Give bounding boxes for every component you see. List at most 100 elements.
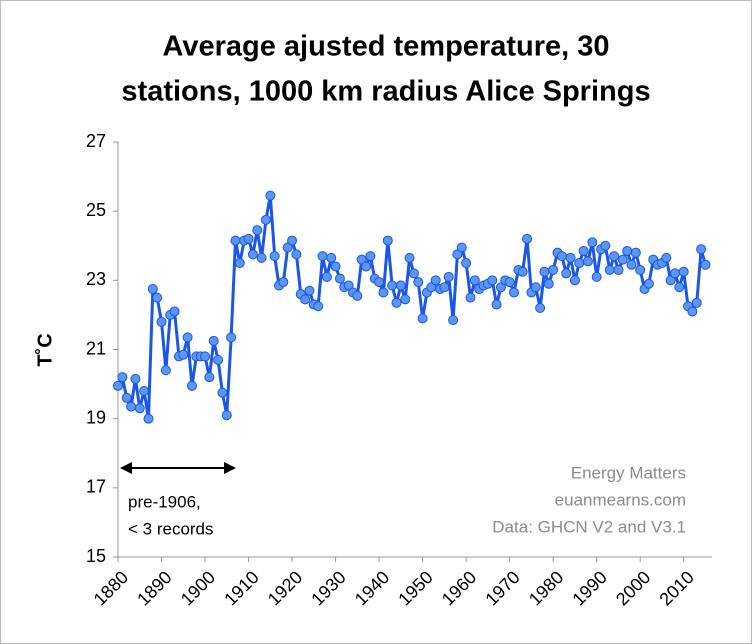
annotation: pre-1906, [128, 492, 201, 511]
credit: Energy Matters [571, 463, 686, 482]
data-point [300, 294, 311, 305]
data-point [635, 264, 646, 275]
credit: euanmearns.com [555, 490, 686, 509]
data-point [643, 278, 654, 289]
data-point [613, 264, 624, 275]
data-point [591, 271, 602, 282]
data-point [630, 247, 641, 258]
data-point [304, 285, 315, 296]
data-point [234, 258, 245, 269]
data-point [439, 282, 450, 293]
series-line [116, 194, 707, 421]
data-point [186, 380, 197, 391]
data-point [548, 264, 559, 275]
data-point [330, 261, 341, 272]
y-tick-label: 21 [86, 338, 106, 358]
data-point [670, 268, 681, 279]
data-point [535, 303, 546, 313]
data-point [674, 282, 685, 293]
data-point [291, 249, 302, 260]
y-tick-label: 17 [86, 477, 106, 497]
data-point [265, 190, 276, 201]
data-point [517, 266, 528, 277]
data-point [213, 354, 224, 365]
data-point [378, 287, 389, 298]
data-point [139, 386, 150, 396]
data-point [609, 251, 620, 262]
data-point [217, 387, 228, 398]
data-point [156, 316, 167, 327]
data-point [448, 315, 459, 326]
data-point [700, 259, 711, 270]
data-point [678, 266, 689, 277]
data-point [256, 252, 267, 263]
data-point [461, 258, 472, 269]
data-point [626, 259, 637, 270]
data-point [221, 410, 232, 421]
data-point [260, 214, 271, 225]
data-point [230, 235, 241, 246]
data-point [361, 261, 372, 272]
data-point [269, 251, 280, 262]
data-point [178, 349, 189, 360]
data-point [121, 392, 132, 403]
data-point [582, 256, 593, 267]
data-point [530, 282, 541, 293]
data-point [443, 271, 454, 282]
data-point [509, 287, 519, 298]
data-point [491, 299, 502, 310]
credit: Data: GHCN V2 and V3.1 [492, 517, 686, 536]
data-point [565, 252, 576, 263]
data-point [561, 268, 572, 279]
data-point [696, 244, 707, 255]
data-point [465, 292, 476, 303]
data-point [578, 245, 589, 256]
data-point [522, 233, 533, 244]
y-tick-label: 25 [86, 200, 106, 220]
data-point [430, 275, 441, 286]
data-point [456, 242, 467, 253]
data-point [352, 290, 363, 301]
data-point [160, 365, 171, 376]
data-point [543, 278, 554, 289]
data-point [278, 277, 289, 288]
data-point [587, 237, 598, 248]
data-point [604, 264, 615, 275]
data-point [317, 251, 328, 262]
y-tick-label: 23 [86, 269, 106, 289]
data-point [321, 271, 332, 282]
data-point [117, 372, 128, 383]
y-tick-label: 19 [86, 407, 106, 427]
data-point [408, 268, 419, 279]
data-point [287, 235, 298, 246]
data-point [334, 273, 345, 284]
y-tick-label: 15 [86, 546, 106, 566]
data-point [413, 277, 424, 288]
data-point [247, 249, 258, 260]
data-point [169, 306, 180, 317]
data-point [691, 297, 702, 308]
chart-title: Average ajusted temperature, 30 [162, 31, 609, 63]
data-point [113, 380, 123, 391]
data-point [574, 258, 585, 269]
data-point [382, 235, 393, 246]
annotation: < 3 records [128, 519, 214, 538]
data-point [622, 245, 633, 256]
data-point [143, 413, 154, 424]
data-point [126, 401, 137, 412]
data-point [326, 252, 337, 263]
data-point [617, 254, 628, 265]
data-point [395, 280, 406, 291]
data-point [208, 335, 219, 346]
data-point [569, 275, 580, 286]
data-point [417, 313, 428, 324]
data-point [134, 403, 145, 414]
data-point [687, 306, 698, 317]
data-point [404, 252, 415, 263]
chart-title: stations, 1000 km radius Alice Springs [121, 76, 650, 108]
data-point [200, 351, 211, 362]
data-point [365, 251, 376, 262]
data-point [313, 301, 324, 312]
data-point [182, 332, 193, 343]
